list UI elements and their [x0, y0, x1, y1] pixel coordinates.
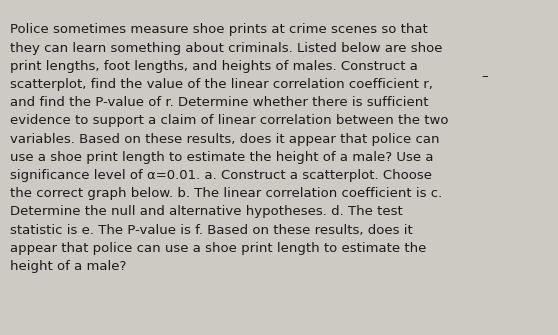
Text: Police sometimes measure shoe prints at crime scenes so that
they can learn some: Police sometimes measure shoe prints at …	[10, 23, 449, 273]
Text: –: –	[481, 70, 488, 83]
